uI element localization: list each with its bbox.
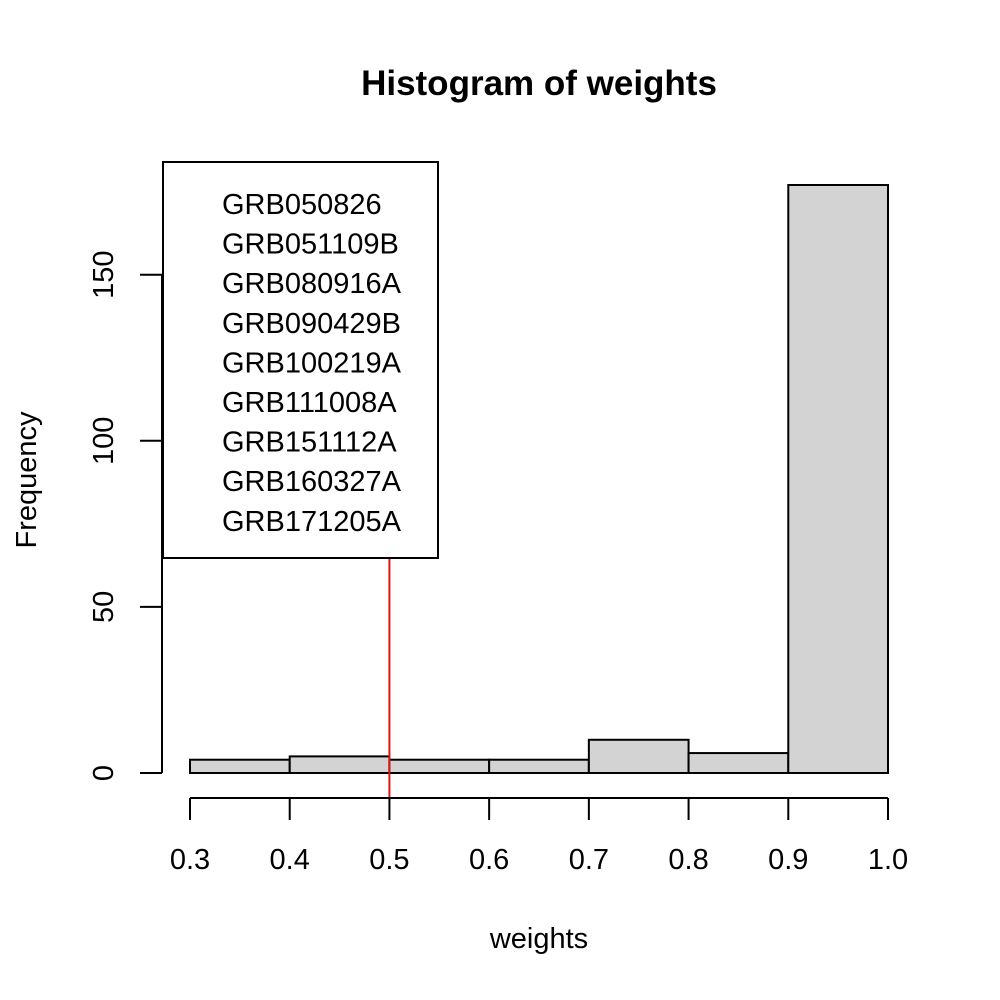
legend-entry: GRB051109B xyxy=(222,229,399,261)
legend-box xyxy=(162,161,439,559)
x-tick-label: 0.7 xyxy=(569,844,609,876)
x-tick-label: 0.8 xyxy=(668,844,708,876)
histogram-bar xyxy=(288,755,391,774)
bars-group xyxy=(189,184,889,775)
histogram-bar xyxy=(388,758,491,774)
histogram-bar xyxy=(488,758,590,774)
chart-title: Histogram of weights xyxy=(361,64,717,103)
histogram-bar xyxy=(587,738,690,775)
y-axis: 0 50 100 150 xyxy=(88,250,163,781)
x-tick-label: 0.5 xyxy=(369,844,409,876)
x-axis: 0.3 0.4 0.5 0.6 0.7 0.8 0.9 1.0 xyxy=(170,797,908,876)
x-tick-label: 0.4 xyxy=(270,844,310,876)
x-tick-label: 1.0 xyxy=(868,844,908,876)
legend-entry: GRB111008A xyxy=(222,387,397,419)
y-tick-label: 0 xyxy=(88,765,120,781)
x-axis-label: weights xyxy=(489,923,588,955)
y-tick-label: 150 xyxy=(88,250,120,298)
x-tick-label: 0.3 xyxy=(170,844,210,876)
legend-entry: GRB090429B xyxy=(222,308,401,340)
histogram-bar xyxy=(687,752,790,775)
legend-entry: GRB080916A xyxy=(222,268,402,300)
histogram-bar xyxy=(189,758,291,774)
y-tick-label: 100 xyxy=(88,417,120,465)
legend-entry: GRB171205A xyxy=(222,506,402,538)
legend: GRB050826 GRB051109B GRB080916A GRB090429B G… xyxy=(162,161,439,559)
legend-entry: GRB050826 xyxy=(222,189,382,221)
y-axis-label: Frequency xyxy=(11,411,43,549)
histogram-bar xyxy=(787,184,889,774)
y-tick-label: 50 xyxy=(88,591,120,623)
x-tick-label: 0.9 xyxy=(768,844,808,876)
x-tick-label: 0.6 xyxy=(469,844,509,876)
legend-entry: GRB151112A xyxy=(222,427,397,459)
legend-entry: GRB100219A xyxy=(222,347,402,379)
legend-entry: GRB160327A xyxy=(222,466,402,498)
